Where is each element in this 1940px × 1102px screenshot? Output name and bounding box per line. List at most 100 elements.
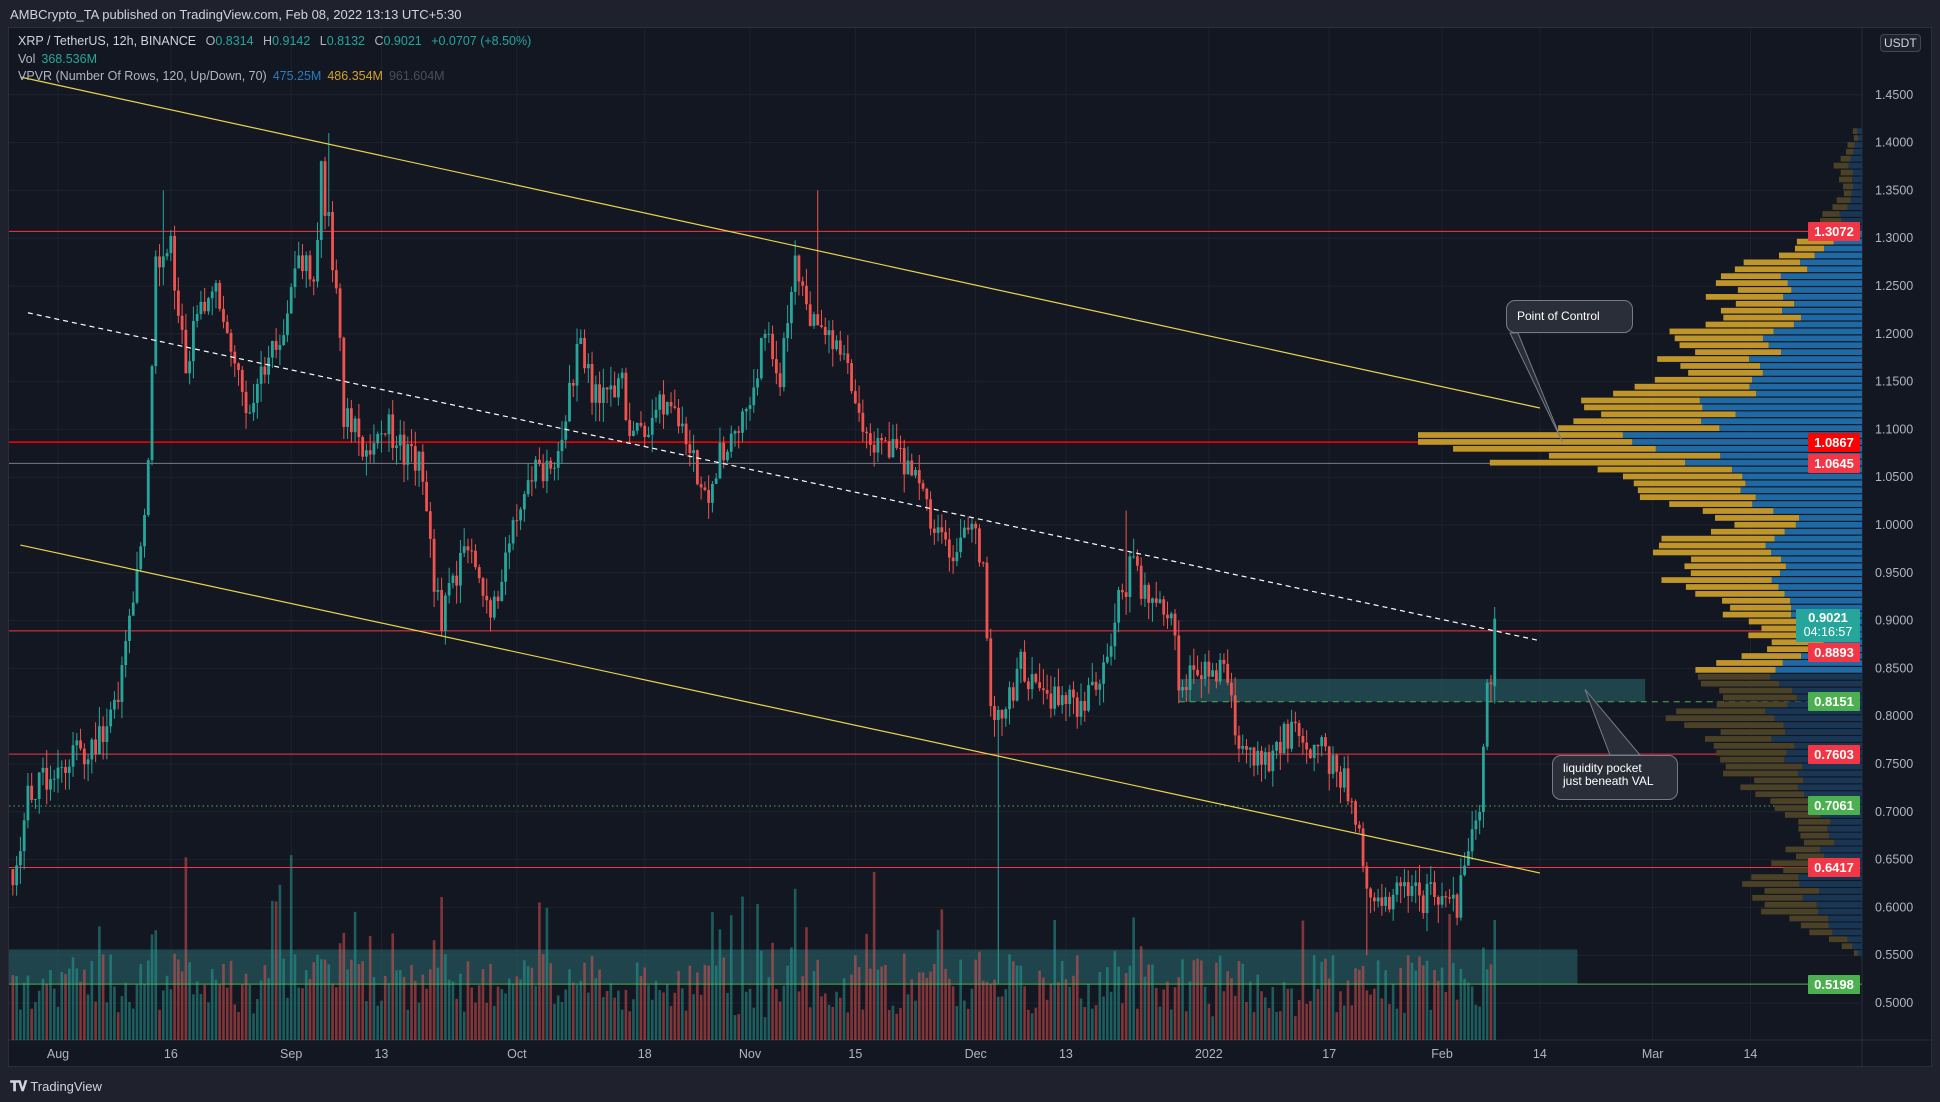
vpvr-down-bar [1690, 570, 1780, 577]
liquidity-pocket-callout[interactable]: liquidity pocket just beneath VAL [1552, 755, 1678, 800]
volume-bar [1038, 970, 1041, 1040]
vpvr-up-bar [1749, 383, 1862, 390]
volume-bar [52, 988, 56, 1040]
vpvr-up-bar [1799, 515, 1862, 521]
candle-body [677, 407, 680, 427]
volume-bar [1106, 967, 1109, 1040]
volume-bar [707, 965, 710, 1040]
candle-body [902, 448, 906, 475]
volume-bar [60, 971, 64, 1040]
candle-body [1312, 744, 1316, 759]
volume-bar [109, 954, 112, 1040]
vpvr-up-bar [1828, 832, 1862, 839]
point-of-control-callout[interactable]: Point of Control [1506, 300, 1633, 333]
candle-body [380, 433, 383, 435]
volume-bar [150, 934, 154, 1040]
volume-bar [417, 1002, 421, 1040]
candle-body [692, 450, 696, 454]
price-tick-label: 0.9000 [1875, 614, 1913, 628]
candle-body [365, 450, 368, 457]
candle-body [940, 527, 944, 533]
price-tick-label: 1.3000 [1875, 231, 1913, 245]
price-tick-label: 0.8500 [1875, 661, 1913, 675]
candle-body [293, 268, 297, 288]
brand-name: TradingView [30, 1079, 102, 1094]
vpvr-down-bar [1748, 618, 1808, 625]
volume-bar [662, 992, 665, 1040]
candle-body [1248, 747, 1252, 750]
candle-body [176, 290, 180, 316]
vpvr-down-bar [1743, 259, 1801, 266]
candle-body [1357, 824, 1361, 829]
volume-bar [579, 980, 583, 1040]
candle-body [812, 314, 816, 326]
volume-bar [688, 965, 692, 1040]
candle-body [643, 425, 647, 438]
vpvr-up-bar [1785, 563, 1862, 570]
candle-body [1060, 695, 1064, 706]
volume-label[interactable]: Vol [18, 52, 36, 66]
volume-bar [11, 975, 15, 1040]
candle-body [1384, 896, 1388, 906]
vpvr-down-bar [1573, 418, 1702, 425]
volume-bar [1485, 969, 1489, 1040]
candle-body [846, 353, 850, 364]
volume-bar [387, 983, 391, 1040]
volume-bar [831, 1006, 835, 1040]
vpvr-down-bar [1836, 197, 1851, 204]
candle-body [154, 256, 158, 367]
vpvr-up-bar [1830, 818, 1862, 825]
vpvr-up-bar [1791, 287, 1862, 293]
volume-bar [966, 1008, 970, 1040]
volume-bar [1230, 978, 1233, 1040]
candle-body [978, 528, 981, 563]
candle-body [1278, 741, 1282, 754]
volume-bar [1042, 977, 1045, 1040]
tradingview-footer[interactable]: 𝐓𝐕 TradingView [10, 1078, 102, 1095]
candle-body [748, 405, 752, 409]
candle-body [1425, 883, 1429, 914]
open-label: O [205, 34, 216, 48]
volume-bar [1143, 976, 1147, 1040]
volume-bar [1452, 962, 1455, 1040]
vpvr-down-bar [1548, 452, 1721, 459]
price-tick-label: 0.5000 [1875, 996, 1913, 1010]
price-tick-label: 1.2000 [1875, 327, 1913, 341]
volume-bar [1350, 1005, 1354, 1040]
candle-body [169, 235, 173, 254]
candle-body [838, 340, 842, 355]
candle-body [722, 442, 726, 461]
vpvr-up-bar [1850, 155, 1862, 162]
candle-body [1158, 599, 1162, 603]
candle-body [1087, 685, 1090, 711]
volume-bar [519, 979, 522, 1040]
volume-bar [34, 1002, 37, 1040]
symbol-name[interactable]: XRP / TetherUS, 12h, BINANCE [18, 34, 197, 48]
volume-bar [335, 987, 338, 1040]
candle-body [974, 523, 978, 529]
volume-bar [620, 1009, 624, 1040]
volume-bar [45, 983, 49, 1040]
currency-button[interactable]: USDT [1880, 34, 1921, 52]
volume-bar [338, 943, 342, 1040]
volume-bar [1354, 968, 1357, 1040]
candle-body [398, 434, 402, 446]
volume-bar [1008, 954, 1011, 1040]
vpvr-up-bar [1778, 584, 1862, 590]
volume-bar [1011, 961, 1015, 1040]
candle-body [1041, 688, 1045, 691]
price-level-tag: 0.8893 [1808, 642, 1860, 662]
vpvr-label[interactable]: VPVR (Number Of Rows, 120, Up/Down, 70) [18, 69, 267, 83]
vpvr-up-bar [1794, 300, 1862, 307]
vpvr-up-bar [1814, 252, 1862, 259]
vpvr-down-bar [1798, 825, 1828, 832]
volume-bar [1282, 981, 1286, 1040]
candle-body [267, 357, 271, 375]
publisher-line: AMBCrypto_TA published on TradingView.co… [10, 7, 462, 22]
volume-bar [515, 976, 519, 1040]
volume-bar [481, 969, 485, 1040]
volume-bar [632, 999, 635, 1040]
candle-body [286, 313, 289, 336]
volume-bar [981, 980, 985, 1040]
